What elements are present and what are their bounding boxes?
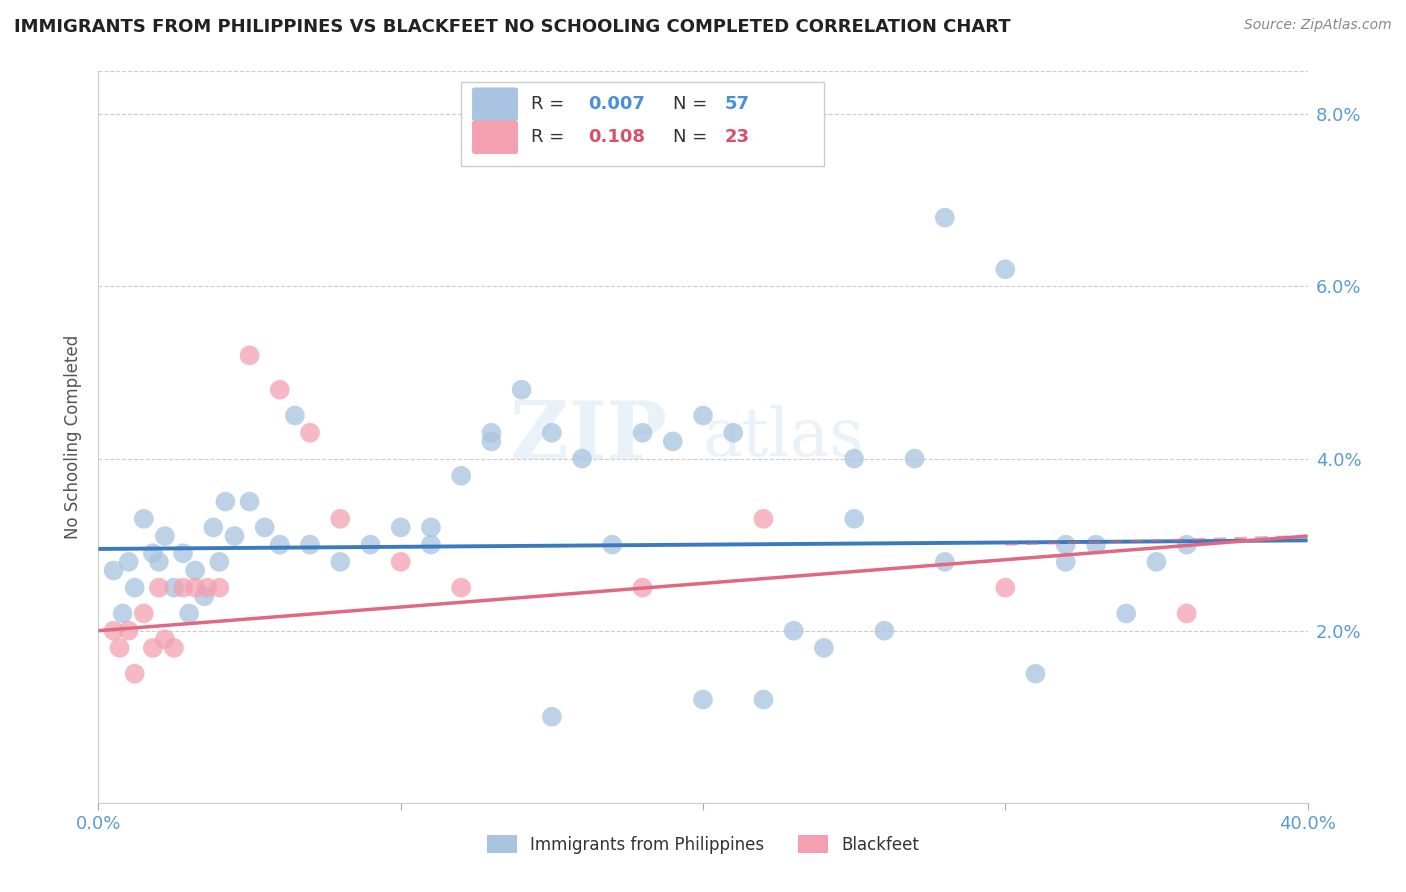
Point: [253, 520, 276, 534]
Point: [103, 624, 125, 638]
Point: [661, 434, 683, 449]
Point: [202, 520, 225, 534]
Text: 0.007: 0.007: [588, 95, 645, 113]
Point: [224, 529, 246, 543]
Point: [148, 555, 170, 569]
Point: [360, 538, 382, 552]
Point: [1085, 538, 1108, 552]
Y-axis label: No Schooling Completed: No Schooling Completed: [65, 335, 83, 539]
Point: [118, 624, 141, 638]
Point: [118, 555, 141, 569]
Point: [1054, 555, 1077, 569]
Point: [904, 451, 927, 466]
Point: [1115, 607, 1137, 621]
Point: [132, 607, 155, 621]
Point: [934, 211, 956, 225]
Point: [1144, 555, 1167, 569]
Point: [934, 555, 956, 569]
Point: [844, 451, 866, 466]
Text: 57: 57: [724, 95, 749, 113]
Point: [111, 607, 134, 621]
Point: [329, 555, 352, 569]
Point: [172, 581, 194, 595]
Point: [163, 640, 186, 655]
Point: [873, 624, 896, 638]
Point: [193, 589, 215, 603]
Point: [239, 348, 262, 362]
Point: [631, 425, 654, 440]
Point: [752, 692, 775, 706]
Point: [783, 624, 806, 638]
Text: R =: R =: [531, 128, 571, 146]
Point: [163, 581, 186, 595]
Text: atlas: atlas: [703, 404, 865, 470]
Point: [389, 555, 412, 569]
Point: [510, 383, 533, 397]
Point: [1024, 666, 1046, 681]
Text: 0.108: 0.108: [588, 128, 645, 146]
Point: [208, 581, 231, 595]
Point: [450, 468, 472, 483]
Point: [450, 581, 472, 595]
Point: [299, 425, 322, 440]
Point: [153, 529, 176, 543]
Point: [142, 640, 165, 655]
Text: Source: ZipAtlas.com: Source: ZipAtlas.com: [1244, 18, 1392, 32]
Point: [124, 666, 146, 681]
Point: [994, 262, 1017, 277]
Point: [208, 555, 231, 569]
Text: IMMIGRANTS FROM PHILIPPINES VS BLACKFEET NO SCHOOLING COMPLETED CORRELATION CHAR: IMMIGRANTS FROM PHILIPPINES VS BLACKFEET…: [14, 18, 1011, 36]
Text: R =: R =: [531, 95, 571, 113]
Point: [692, 692, 714, 706]
FancyBboxPatch shape: [472, 120, 517, 154]
Point: [540, 710, 562, 724]
Point: [813, 640, 835, 655]
Text: N =: N =: [672, 95, 713, 113]
Point: [1054, 538, 1077, 552]
Point: [153, 632, 176, 647]
Point: [692, 409, 714, 423]
Point: [329, 512, 352, 526]
Point: [108, 640, 131, 655]
Point: [481, 425, 503, 440]
Point: [723, 425, 745, 440]
Point: [1175, 607, 1198, 621]
Point: [389, 520, 412, 534]
Text: ZIP: ZIP: [510, 398, 666, 476]
Text: 23: 23: [724, 128, 749, 146]
Point: [481, 434, 503, 449]
Point: [239, 494, 262, 508]
Text: N =: N =: [672, 128, 713, 146]
Point: [172, 546, 194, 560]
Point: [631, 581, 654, 595]
Point: [420, 520, 443, 534]
Point: [284, 409, 307, 423]
Point: [540, 425, 562, 440]
FancyBboxPatch shape: [461, 82, 824, 167]
Legend: Immigrants from Philippines, Blackfeet: Immigrants from Philippines, Blackfeet: [481, 829, 925, 860]
Point: [132, 512, 155, 526]
Point: [184, 581, 207, 595]
Point: [420, 538, 443, 552]
Point: [103, 564, 125, 578]
Point: [269, 383, 291, 397]
Point: [179, 607, 201, 621]
Point: [571, 451, 593, 466]
Point: [602, 538, 624, 552]
FancyBboxPatch shape: [472, 87, 517, 121]
Point: [844, 512, 866, 526]
Point: [124, 581, 146, 595]
Point: [994, 581, 1017, 595]
Point: [214, 494, 236, 508]
Point: [148, 581, 170, 595]
Point: [269, 538, 291, 552]
Point: [1175, 538, 1198, 552]
Point: [195, 581, 218, 595]
Point: [184, 564, 207, 578]
Point: [752, 512, 775, 526]
Point: [142, 546, 165, 560]
Point: [299, 538, 322, 552]
